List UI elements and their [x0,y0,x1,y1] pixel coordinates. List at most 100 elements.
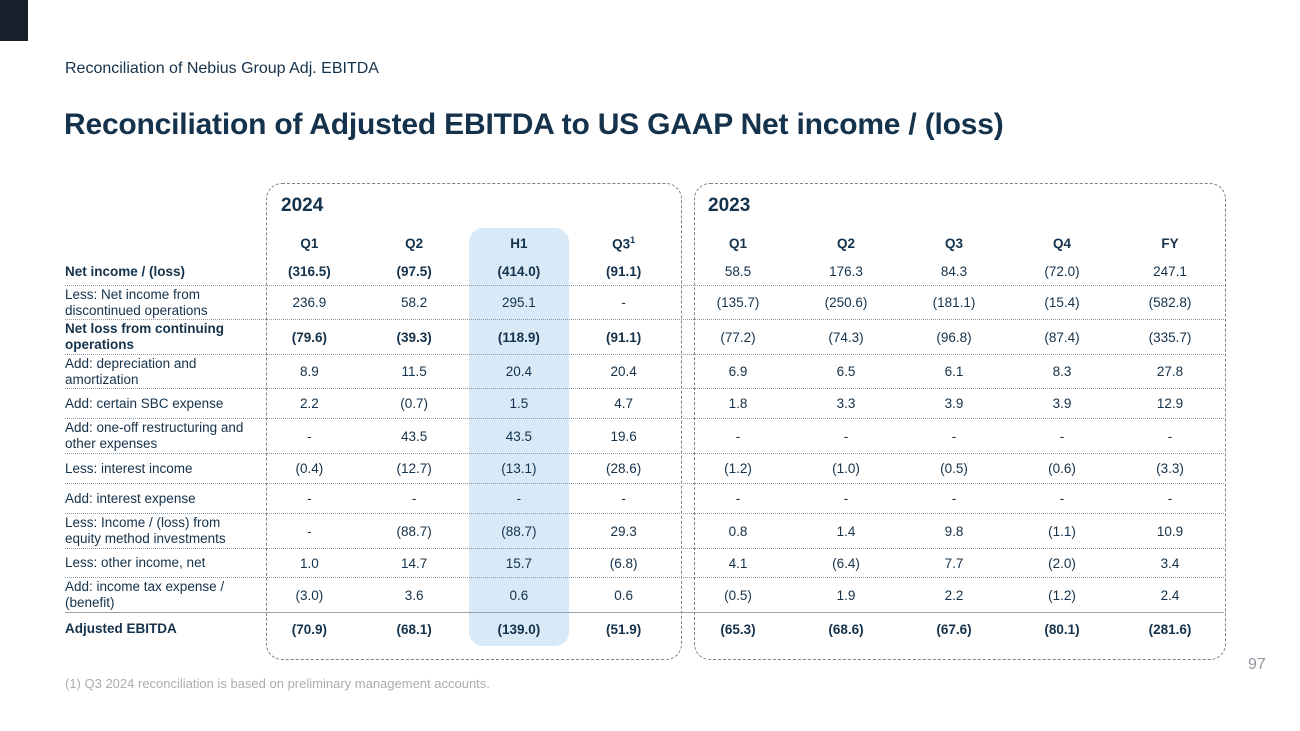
reconciliation-table: 2024 2023 Q1 Q2 H1 Q31 Q1 Q2 Q3 Q4 FY Ne… [65,183,1226,660]
value-2023: 7.7 [944,555,964,571]
value-2023: 3.3 [836,396,856,411]
value-2023: (1.1) [1048,523,1076,539]
row-label: Less: other income, net [65,555,206,570]
row-label: Adjusted EBITDA [65,621,177,636]
value-2023: (1.2) [1048,587,1076,603]
value-2024: (51.9) [605,621,642,637]
value-2023: - [1059,428,1065,444]
value-2024: 29.3 [610,523,637,539]
row-label: Net loss from continuing operations [65,321,225,352]
value-2023: (6.4) [832,555,860,571]
row-label: Add: interest expense [65,490,196,506]
value-2023: 3.4 [1160,555,1180,571]
value-2024: (3.0) [295,587,324,603]
value-2024: 0.6 [509,587,529,603]
table-row: Less: Income / (loss) from equity method… [65,514,1224,549]
row-label: Less: Income / (loss) from equity method… [65,515,226,546]
value-2024: (6.8) [609,555,638,571]
value-2024: 43.5 [505,428,533,444]
value-2023: 2.4 [1160,587,1180,603]
value-2024: 15.7 [505,555,533,571]
value-2023: (80.1) [1044,621,1080,637]
value-2024: - [307,428,312,444]
value-2023: (0.6) [1048,461,1076,476]
row-label: Add: one-off restructuring and other exp… [65,420,244,451]
value-2023: 1.4 [836,523,856,539]
value-2023: (74.3) [828,329,864,345]
table-row: Add: depreciation and amortization 8.9 11.… [65,355,1224,389]
value-2024: (139.0) [497,621,541,637]
value-2024: 20.4 [610,364,637,379]
value-2023: 6.9 [728,364,748,379]
value-2024: 20.4 [505,364,533,379]
value-2024: (79.6) [291,329,328,345]
value-2023: 58.5 [724,264,752,279]
value-2023: (0.5) [724,587,752,603]
table-row: Add: interest expense - - - - - - - - - [65,484,1224,514]
column-header-2024-q2: Q2 [405,236,424,251]
value-2023: 1.8 [728,396,748,411]
value-2023: (582.8) [1148,295,1192,310]
value-2023: (181.1) [932,295,976,310]
value-2024: (39.3) [396,329,432,345]
value-2023: (281.6) [1148,621,1192,637]
value-2023: (2.0) [1048,555,1076,571]
table-row: Add: certain SBC expense 2.2 (0.7) 1.5 4.7 1.… [65,389,1224,419]
row-label: Add: depreciation and amortization [65,355,197,387]
table-row: Add: income tax expense / (benefit) (3.0)… [65,578,1224,613]
value-2023: 10.9 [1156,523,1184,539]
year-header-row: 2024 2023 [65,183,1224,229]
value-2023: 6.1 [944,364,964,379]
value-2024: 295.1 [501,295,536,310]
value-2024: (88.7) [501,523,537,539]
value-2024: (414.0) [497,264,541,279]
year-2023-label: 2023 [708,195,751,216]
table-row: Net income / (loss) (316.5) (97.5) (414.0) (… [65,258,1224,286]
value-2023: (3.3) [1156,461,1184,476]
value-2024: 8.9 [299,364,319,379]
value-2023: (335.7) [1148,329,1192,345]
value-2023: - [1059,491,1065,506]
value-2024: (97.5) [396,264,432,279]
value-2023: 3.9 [944,396,964,411]
value-2024: (0.4) [295,461,324,476]
column-header-row: Q1 Q2 H1 Q31 Q1 Q2 Q3 Q4 FY [65,229,1224,258]
footnote-marker: 1 [630,235,636,246]
value-2024: 236.9 [292,295,327,310]
value-2024: (68.1) [396,621,432,637]
logo-block [0,0,28,41]
row-label: Less: interest income [65,460,193,476]
value-2023: 9.8 [944,523,964,539]
value-2023: 1.9 [836,587,856,603]
table-row: Net loss from continuing operations (79.6… [65,320,1224,355]
value-2024: 0.6 [614,587,634,603]
table-row: Adjusted EBITDA (70.9) (68.1) (139.0) (51.9)… [65,613,1224,645]
value-2024: - [516,491,522,506]
column-header-2024-q1: Q1 [300,236,319,251]
h1-column-highlight [469,228,569,646]
column-header-2023-q2: Q2 [836,236,855,251]
value-2024: - [307,523,312,539]
value-2023: - [843,428,849,444]
year-2024-label: 2024 [281,195,324,216]
slide-eyebrow: Reconciliation of Nebius Group Adj. EBIT… [65,60,379,77]
value-2023: - [843,491,849,506]
value-2023: 247.1 [1153,264,1187,279]
column-header-2023-q3: Q3 [944,236,963,251]
table-row: Less: Net income from discontinued opera… [65,286,1224,320]
value-2023: (1.0) [832,461,860,476]
value-2023: (87.4) [1044,329,1080,345]
value-2024: 14.7 [400,555,428,571]
value-2023: 6.5 [836,364,856,379]
value-2023: 8.3 [1052,364,1072,379]
value-2024: (88.7) [396,523,432,539]
value-2024: 19.6 [610,428,637,444]
page-number: 97 [1248,656,1266,673]
value-2024: 11.5 [401,364,427,379]
column-header-2024-h1: H1 [510,236,528,251]
value-2023: 84.3 [940,264,968,279]
value-2023: (68.6) [828,621,864,637]
value-2023: - [951,491,957,506]
column-header-2023-q1: Q1 [728,236,747,251]
